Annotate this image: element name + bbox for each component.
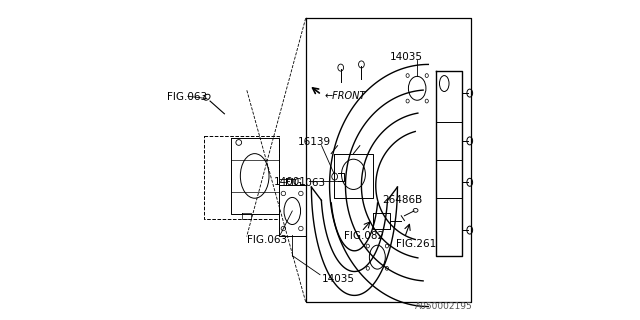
Text: FIG.063: FIG.063 bbox=[246, 235, 287, 245]
Text: 14035: 14035 bbox=[321, 275, 355, 284]
Text: 16139: 16139 bbox=[298, 138, 331, 148]
Text: FIG.261: FIG.261 bbox=[396, 239, 436, 249]
Text: A050002195: A050002195 bbox=[415, 302, 473, 311]
Text: 14035: 14035 bbox=[390, 52, 423, 62]
Text: 26486B: 26486B bbox=[382, 195, 422, 205]
Text: FIG.063: FIG.063 bbox=[167, 92, 207, 102]
Text: FIG.063: FIG.063 bbox=[285, 178, 325, 188]
Text: ←FRONT: ←FRONT bbox=[324, 91, 366, 101]
Text: 14001: 14001 bbox=[274, 177, 307, 187]
Text: FIG.082: FIG.082 bbox=[344, 231, 384, 242]
